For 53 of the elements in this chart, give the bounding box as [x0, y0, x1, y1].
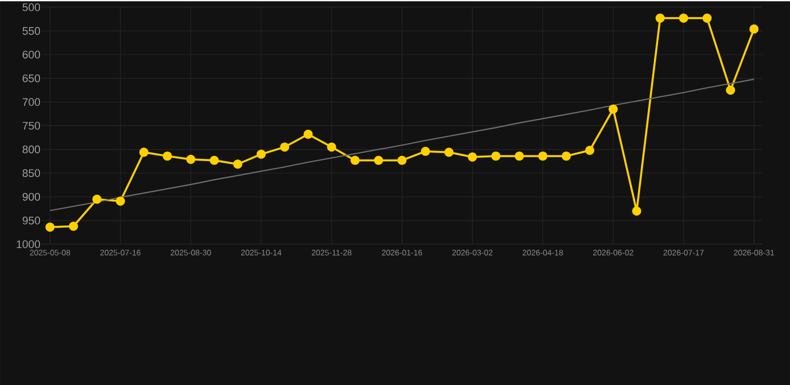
- point: [679, 13, 688, 23]
- y-tick-label: 700: [22, 98, 40, 106]
- point: [210, 156, 219, 165]
- y-tick-label: 600: [22, 50, 40, 58]
- point: [397, 156, 407, 165]
- point: [162, 151, 172, 161]
- y-tick-label: 750: [22, 122, 40, 130]
- y-tick-label: 550: [22, 26, 40, 35]
- point: [444, 148, 454, 157]
- point: [491, 151, 500, 161]
- y-tick-label: 950: [22, 216, 40, 224]
- point: [514, 151, 524, 161]
- y-tick-label: 500: [22, 3, 40, 12]
- x-tick-label: 2026-04-18: [522, 250, 563, 256]
- point: [92, 194, 102, 204]
- point: [562, 151, 571, 161]
- point: [350, 156, 360, 165]
- point: [139, 148, 148, 157]
- x-tick-label: 2025-10-14: [241, 250, 282, 256]
- point: [585, 146, 594, 155]
- x-tick-label: 2026-07-17: [664, 250, 704, 256]
- point: [186, 154, 196, 164]
- point: [656, 13, 665, 23]
- x-tick-label: 2026-08-31: [734, 250, 774, 256]
- point: [116, 196, 126, 206]
- point: [749, 24, 759, 34]
- y-tick-label: 800: [22, 145, 40, 154]
- point: [726, 85, 736, 95]
- point: [608, 104, 618, 114]
- point: [374, 156, 384, 165]
- point: [304, 130, 313, 139]
- point: [468, 152, 477, 162]
- x-tick-label: 2025-08-30: [170, 250, 211, 256]
- x-tick-label: 2025-05-08: [30, 250, 70, 256]
- y-tick-label: 850: [22, 169, 40, 177]
- point: [280, 142, 290, 152]
- y-tick-label: 1000: [16, 240, 40, 248]
- x-tick-label: 2025-11-28: [312, 250, 352, 256]
- point: [327, 142, 336, 152]
- y-tick-label: 650: [22, 74, 40, 82]
- point: [68, 222, 78, 231]
- point: [45, 222, 55, 232]
- point: [256, 149, 266, 159]
- x-tick-label: 2025-07-16: [100, 250, 141, 256]
- x-tick-label: 2026-01-16: [382, 250, 422, 256]
- point: [538, 151, 548, 161]
- y-tick-label: 900: [22, 192, 40, 201]
- point: [233, 159, 242, 169]
- x-tick-label: 2026-06-02: [593, 250, 634, 256]
- point: [702, 13, 712, 23]
- point: [632, 206, 642, 216]
- point: [420, 146, 430, 156]
- x-tick-label: 2026-03-02: [452, 250, 492, 256]
